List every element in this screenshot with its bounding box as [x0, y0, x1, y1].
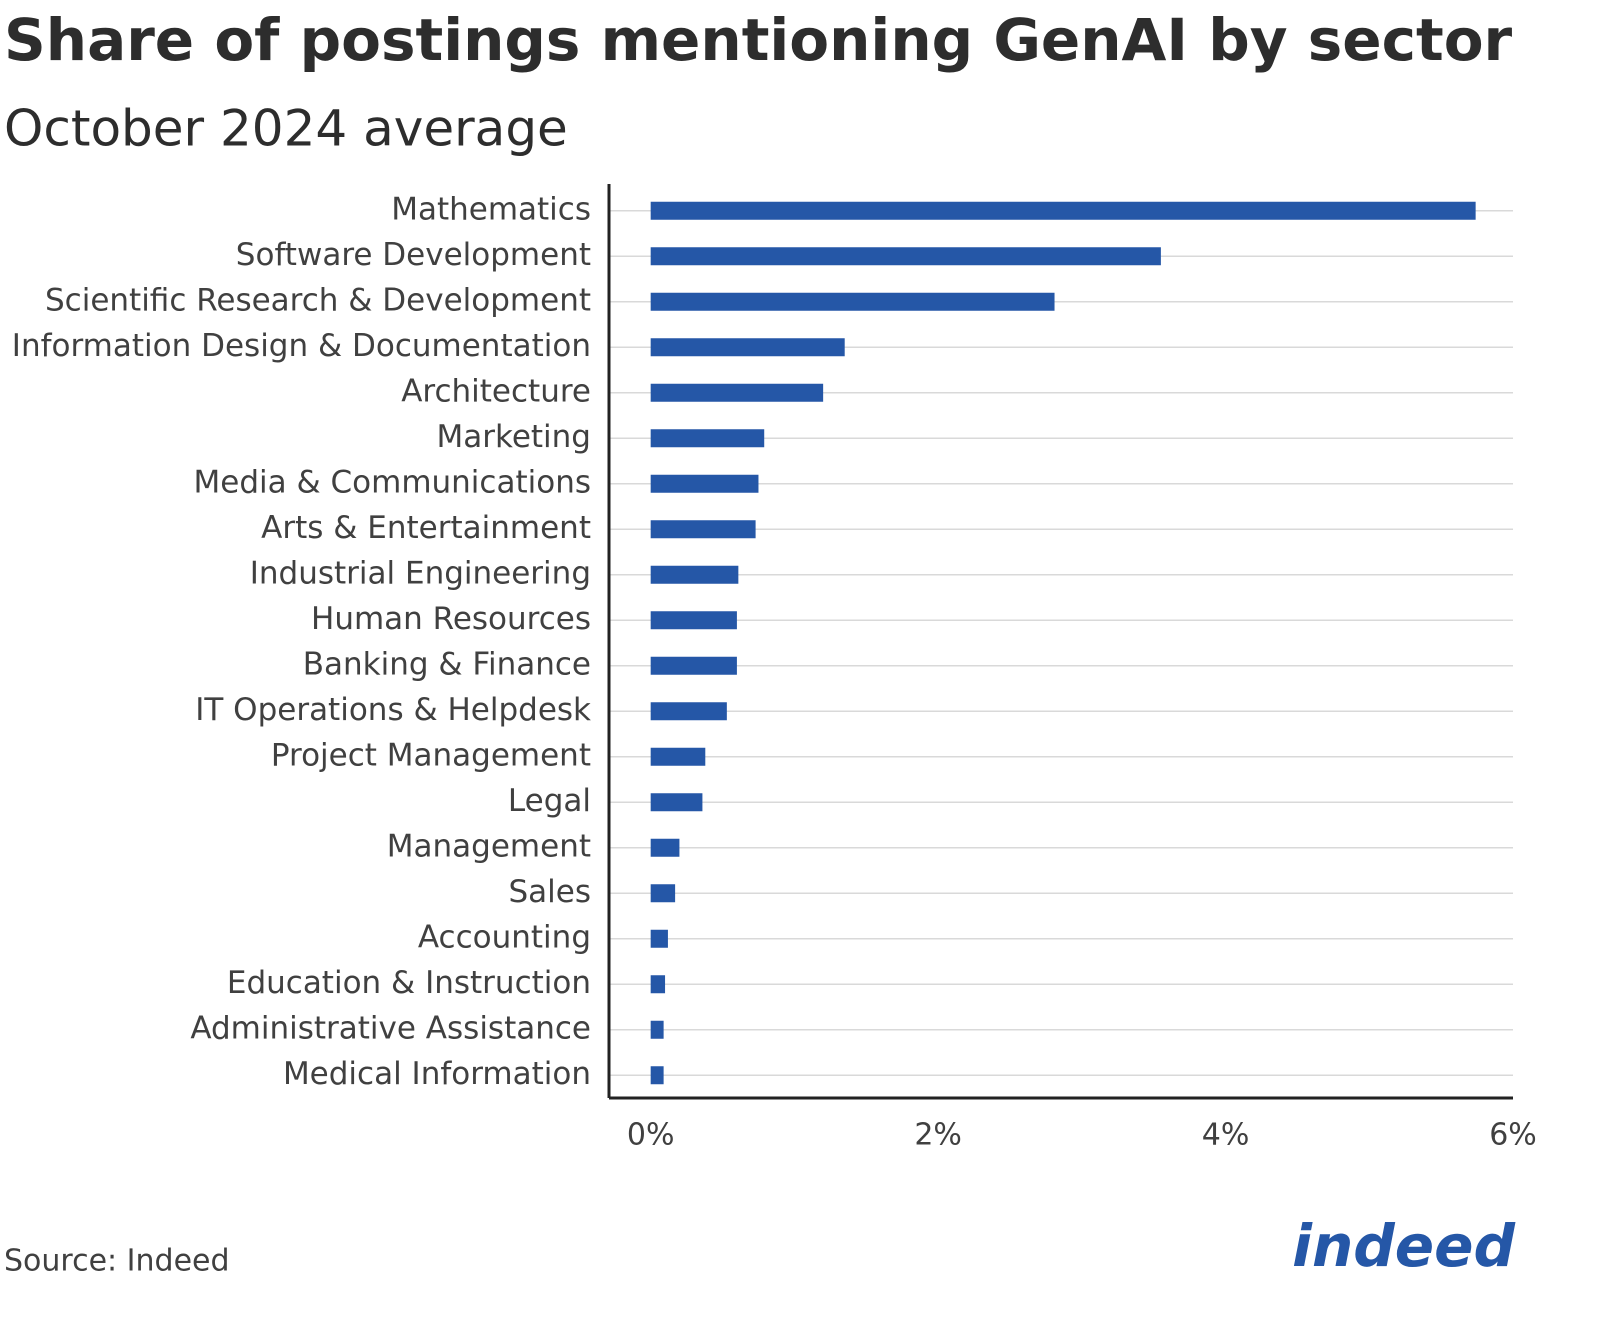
bar	[650, 884, 676, 903]
y-tick-label: Mathematics	[391, 191, 591, 227]
y-tick-label: Architecture	[401, 373, 591, 409]
x-tick-label: 6%	[1489, 1118, 1537, 1153]
bar	[650, 429, 765, 448]
y-tick-label: Administrative Assistance	[190, 1010, 591, 1046]
y-tick-label: Media & Communications	[194, 464, 591, 500]
y-tick-label: Banking & Finance	[303, 646, 591, 682]
y-tick-label: Scientific Research & Development	[45, 282, 591, 318]
bar	[650, 611, 737, 630]
x-tick-label: 4%	[1202, 1118, 1250, 1153]
y-tick-label: Software Development	[236, 237, 591, 273]
bar	[650, 565, 739, 584]
y-tick-label: IT Operations & Helpdesk	[195, 692, 591, 728]
x-tick-label: 2%	[914, 1118, 962, 1153]
y-tick-label: Legal	[508, 783, 591, 819]
bar	[650, 474, 759, 493]
bar	[650, 247, 1161, 266]
bar	[650, 1020, 664, 1039]
bar	[650, 975, 666, 994]
y-tick-label: Project Management	[271, 737, 591, 773]
bar	[650, 747, 706, 766]
bar	[650, 1066, 664, 1085]
x-tick-label: 0%	[627, 1118, 675, 1153]
source: Source: Indeed	[4, 1244, 230, 1279]
y-tick-label: Management	[387, 828, 591, 864]
bar	[650, 383, 824, 402]
chart-title: Share of postings mentioning GenAI by se…	[4, 6, 1513, 74]
y-tick-label: Information Design & Documentation	[12, 328, 591, 364]
bar	[650, 201, 1476, 220]
y-tick-label: Human Resources	[311, 601, 591, 637]
bar	[650, 520, 756, 539]
bar	[650, 838, 680, 857]
bar	[650, 292, 1055, 311]
y-tick-label: Industrial Engineering	[250, 555, 591, 591]
chart-subtitle: October 2024 average	[4, 100, 568, 158]
y-tick-label: Arts & Entertainment	[261, 510, 591, 546]
y-tick-label: Medical Information	[283, 1056, 591, 1092]
bar	[650, 702, 727, 721]
y-tick-label: Sales	[508, 874, 591, 910]
y-tick-label: Education & Instruction	[227, 965, 591, 1001]
y-tick-label: Marketing	[436, 419, 591, 455]
y-tick-label: Accounting	[418, 919, 591, 955]
bar	[650, 929, 668, 948]
logo: indeed	[1292, 1212, 1515, 1280]
bar	[650, 656, 737, 675]
bar	[650, 793, 703, 812]
bar	[650, 338, 845, 357]
